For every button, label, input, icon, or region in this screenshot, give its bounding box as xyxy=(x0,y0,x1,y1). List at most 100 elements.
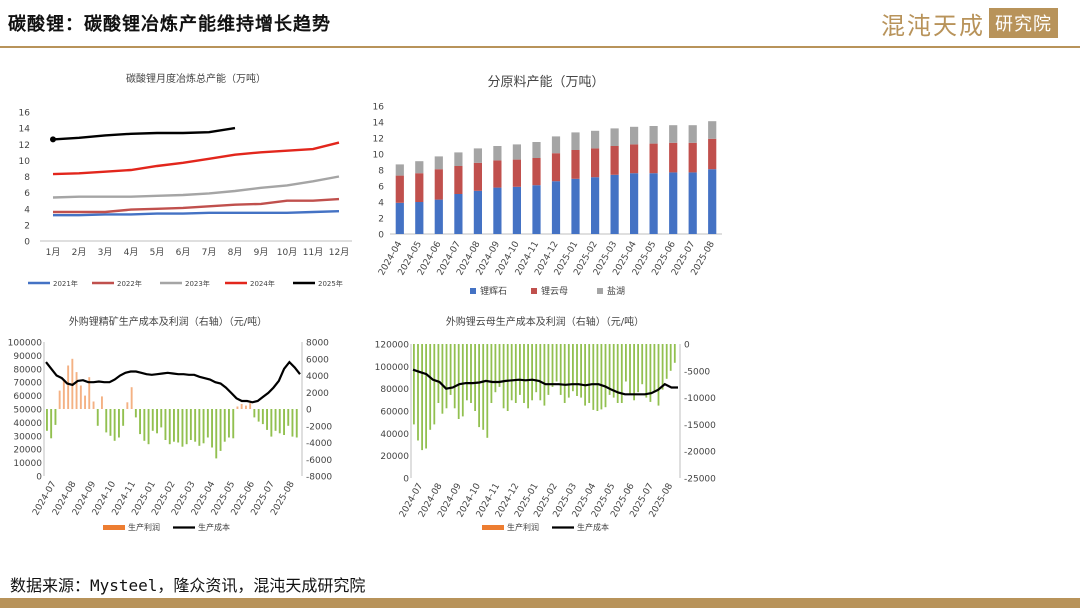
profit-bar xyxy=(147,409,150,445)
profit-bar xyxy=(449,344,452,395)
right-y-tick-label: -25000 xyxy=(684,475,716,485)
bar-锂辉石 xyxy=(473,190,482,234)
left-y-tick-label: 80000 xyxy=(13,365,42,375)
bar-锂辉石 xyxy=(610,174,619,234)
legend-label: 2025年 xyxy=(318,279,343,288)
profit-bar xyxy=(134,409,137,418)
right-y-tick-label: -6000 xyxy=(306,456,332,466)
profit-bar xyxy=(580,344,582,398)
header-divider xyxy=(0,46,1080,48)
y-tick-label: 12 xyxy=(19,141,30,151)
profit-bar xyxy=(113,409,116,441)
profit-bar xyxy=(498,344,501,387)
y-tick-label: 4 xyxy=(24,205,30,215)
profit-bar xyxy=(482,344,485,430)
left-y-tick-label: 20000 xyxy=(13,446,42,456)
profit-bar xyxy=(168,409,171,445)
profit-bar xyxy=(151,409,154,431)
profit-bar xyxy=(54,409,57,425)
bar-锂辉石 xyxy=(708,169,717,234)
series-line-3 xyxy=(52,175,340,199)
x-tick-label: 4月 xyxy=(124,247,139,258)
right-y-tick-label: -8000 xyxy=(306,473,332,483)
profit-bar xyxy=(466,344,468,401)
profit-bar xyxy=(139,409,141,435)
profit-bar xyxy=(649,344,652,402)
bar-锂辉石 xyxy=(688,172,697,234)
legend-label: 2024年 xyxy=(250,279,275,288)
y-tick-label: 4 xyxy=(378,199,384,209)
profit-bar xyxy=(620,344,623,403)
profit-bar xyxy=(641,344,644,385)
legend-label: 锂云母 xyxy=(541,285,568,297)
right-y-tick-label: 2000 xyxy=(306,389,329,399)
cost-line xyxy=(412,368,678,396)
brand-name: 混沌天成 xyxy=(881,11,985,40)
bar-盐湖 xyxy=(395,164,404,176)
profit-bar xyxy=(270,409,273,437)
profit-bar xyxy=(266,409,268,430)
bar-锂辉石 xyxy=(571,178,580,234)
x-tick-label: 3月 xyxy=(98,247,113,258)
profit-bar xyxy=(219,409,222,451)
left-y-tick-label: 10000 xyxy=(13,459,42,469)
legend-swatch xyxy=(597,288,603,294)
profit-bar xyxy=(543,344,546,406)
y-tick-label: 10 xyxy=(373,151,385,161)
profit-bar xyxy=(253,409,256,418)
legend-label: 生产利润 xyxy=(507,522,539,532)
bar-锂辉石 xyxy=(395,202,404,234)
series-line-4 xyxy=(52,141,340,176)
bar-锂云母 xyxy=(473,162,482,191)
y-tick-label: 2 xyxy=(24,221,30,231)
legend-swatch xyxy=(470,288,476,294)
left-y-tick-label: 0 xyxy=(36,473,42,483)
profit-bar xyxy=(559,344,562,395)
y-tick-label: 8 xyxy=(378,167,384,177)
y-tick-label: 0 xyxy=(378,231,384,241)
profit-bar xyxy=(576,344,578,396)
profit-bar xyxy=(202,409,205,444)
profit-bar xyxy=(105,409,108,433)
profit-bar xyxy=(453,344,456,409)
profit-bar xyxy=(437,344,440,403)
profit-bar xyxy=(413,344,415,425)
profit-bar xyxy=(101,396,103,409)
profit-bar xyxy=(236,406,239,409)
profit-bar xyxy=(657,344,660,406)
profit-bar xyxy=(211,409,213,448)
right-y-tick-label: -5000 xyxy=(684,367,710,377)
legend-label: 生产成本 xyxy=(198,522,230,532)
y-tick-label: 2 xyxy=(378,215,384,225)
profit-bar xyxy=(177,409,180,443)
profit-bar xyxy=(535,344,538,393)
left-y-tick-label: 60000 xyxy=(13,392,42,402)
profit-bar xyxy=(604,344,607,408)
bar-锂云母 xyxy=(434,169,443,200)
bar-锂辉石 xyxy=(532,185,541,234)
profit-bar xyxy=(669,344,672,371)
bar-锂云母 xyxy=(630,144,639,174)
bar-锂辉石 xyxy=(415,202,424,234)
bar-盐湖 xyxy=(512,144,521,160)
chart-svg: 外购锂云母生产成本及利润（右轴）（元/吨） 0 20000 40000 60000 800… xyxy=(375,315,717,532)
bar-锂辉石 xyxy=(669,172,678,234)
profit-bar xyxy=(295,409,298,438)
profit-bar xyxy=(547,344,550,395)
profit-bar xyxy=(245,405,247,409)
profit-bar xyxy=(539,344,542,401)
chart-title: 碳酸锂月度冶炼总产能（万吨） xyxy=(126,72,266,85)
bar-盐湖 xyxy=(688,125,697,143)
profit-bar xyxy=(502,344,505,409)
legend-label: 盐湖 xyxy=(607,285,625,297)
bar-盐湖 xyxy=(415,161,424,174)
profit-bar xyxy=(206,409,209,438)
left-y-tick-label: 40000 xyxy=(13,419,42,429)
bar-盐湖 xyxy=(571,132,580,150)
profit-bar xyxy=(118,409,120,438)
profit-bar xyxy=(457,344,460,419)
profit-bar xyxy=(92,401,95,409)
profit-bar xyxy=(67,365,70,409)
bar-锂云母 xyxy=(395,175,404,203)
profit-bar xyxy=(417,344,419,441)
